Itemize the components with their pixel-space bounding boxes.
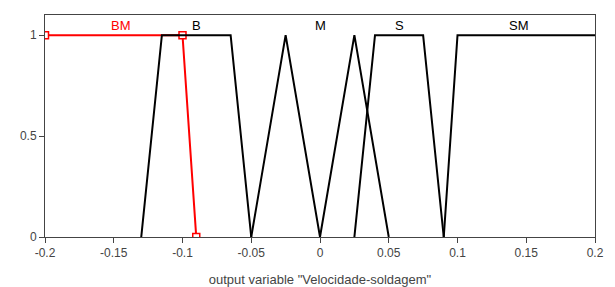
- svg-text:-0.2: -0.2: [35, 246, 56, 260]
- svg-text:1: 1: [30, 28, 37, 42]
- svg-text:BM: BM: [111, 18, 131, 33]
- svg-text:0: 0: [317, 246, 324, 260]
- svg-text:S: S: [395, 18, 404, 33]
- svg-text:0.1: 0.1: [449, 246, 466, 260]
- svg-text:-0.05: -0.05: [238, 246, 266, 260]
- svg-text:B: B: [192, 18, 201, 33]
- svg-text:0: 0: [30, 230, 37, 244]
- svg-text:0.2: 0.2: [587, 246, 604, 260]
- svg-text:0.15: 0.15: [515, 246, 539, 260]
- svg-text:M: M: [315, 18, 326, 33]
- svg-text:-0.15: -0.15: [100, 246, 128, 260]
- svg-text:0.05: 0.05: [377, 246, 401, 260]
- svg-text:SM: SM: [509, 18, 529, 33]
- svg-text:0.5: 0.5: [20, 129, 37, 143]
- svg-text:-0.1: -0.1: [172, 246, 193, 260]
- svg-text:output variable "Velocidade-so: output variable "Velocidade-soldagem": [209, 272, 432, 287]
